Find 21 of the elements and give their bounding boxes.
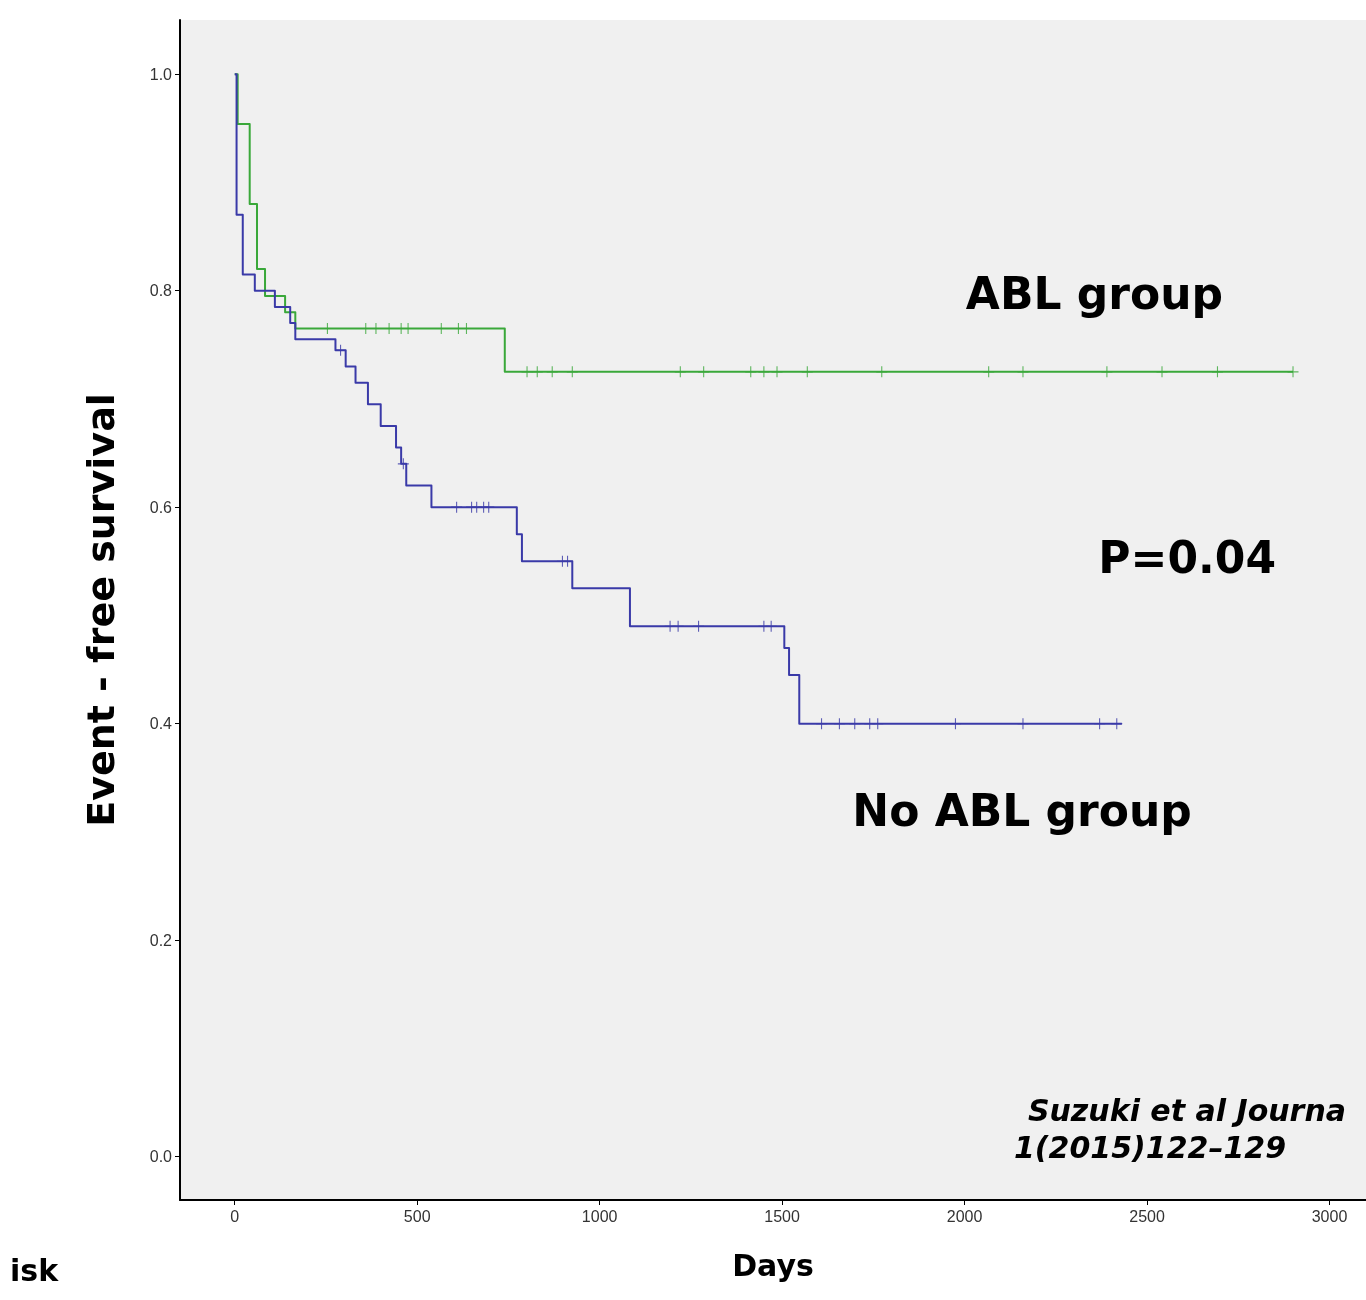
y-tick-label: 0.4 <box>149 715 173 733</box>
y-axis-title: Event - free survival <box>79 393 123 827</box>
text: isk <box>10 1252 60 1288</box>
annotation: Suzuki et al Journa <box>1027 1092 1346 1128</box>
series-label: No ABL group <box>852 785 1192 837</box>
y-tick-label: 0.6 <box>149 498 173 516</box>
x-tick-label: 0 <box>230 1207 240 1225</box>
x-tick-label: 2000 <box>946 1207 983 1225</box>
annotation: P=0.04 <box>1098 531 1277 583</box>
x-tick-label: 1500 <box>764 1207 801 1225</box>
y-tick-label: 0.0 <box>149 1148 173 1166</box>
x-axis-title: Days <box>732 1247 814 1283</box>
x-tick-label: 2500 <box>1129 1207 1165 1225</box>
x-tick-label: 500 <box>403 1207 431 1225</box>
series-label: ABL group <box>965 268 1224 320</box>
y-tick-label: 0.2 <box>149 931 173 949</box>
annotation: 1(2015)122–129 <box>1013 1129 1287 1165</box>
x-tick-label: 3000 <box>1311 1207 1348 1225</box>
y-tick-label: 0.8 <box>149 282 173 300</box>
y-tick-label: 1.0 <box>149 65 173 83</box>
x-tick-label: 1000 <box>581 1207 618 1225</box>
